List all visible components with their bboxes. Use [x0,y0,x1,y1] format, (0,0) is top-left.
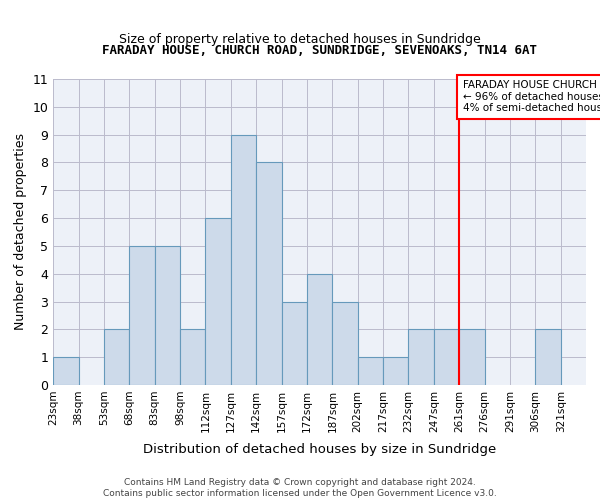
Bar [459,330,485,385]
Bar [205,218,231,385]
X-axis label: Distribution of detached houses by size in Sundridge: Distribution of detached houses by size … [143,443,496,456]
Bar [281,302,307,385]
Bar [535,330,561,385]
Title: FARADAY HOUSE, CHURCH ROAD, SUNDRIDGE, SEVENOAKS, TN14 6AT: FARADAY HOUSE, CHURCH ROAD, SUNDRIDGE, S… [102,44,537,57]
Bar [383,357,409,385]
Bar [130,246,155,385]
Bar [180,330,205,385]
Text: Size of property relative to detached houses in Sundridge: Size of property relative to detached ho… [119,32,481,46]
Bar [256,162,281,385]
Y-axis label: Number of detached properties: Number of detached properties [14,134,27,330]
Bar [53,357,79,385]
Bar [307,274,332,385]
Text: Contains HM Land Registry data © Crown copyright and database right 2024.
Contai: Contains HM Land Registry data © Crown c… [103,478,497,498]
Bar [332,302,358,385]
Bar [409,330,434,385]
Bar [155,246,180,385]
Bar [231,134,256,385]
Bar [104,330,130,385]
Text: FARADAY HOUSE CHURCH ROAD: 258sqm
← 96% of detached houses are smaller (53)
4% o: FARADAY HOUSE CHURCH ROAD: 258sqm ← 96% … [463,80,600,114]
Bar [434,330,459,385]
Bar [358,357,383,385]
